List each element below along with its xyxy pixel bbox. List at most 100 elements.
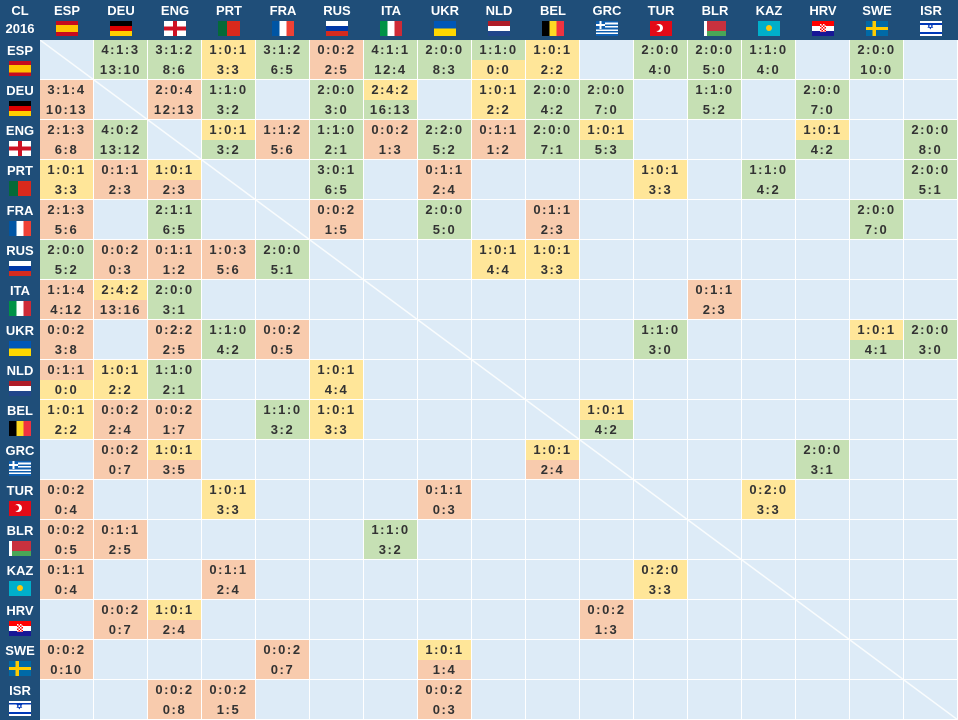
win-draw-loss: 0:0:2	[418, 680, 471, 700]
empty-cell	[310, 600, 364, 640]
column-team-code: ENG	[160, 3, 190, 18]
empty-cell	[688, 400, 742, 440]
empty-cell	[904, 200, 958, 240]
result-cell-esp-vs-bel: 1:0:1 2:2	[526, 40, 580, 80]
goal-score: 0:10	[40, 659, 93, 679]
win-draw-loss: 0:1:1	[688, 280, 741, 300]
goal-score: 3:3	[634, 179, 687, 199]
empty-cell	[850, 600, 904, 640]
row-header-tur: TUR	[0, 480, 40, 520]
goal-score: 5:1	[256, 259, 309, 279]
goal-score: 5:6	[40, 219, 93, 239]
empty-cell	[904, 520, 958, 560]
row-team-code: FRA	[6, 203, 34, 218]
empty-cell	[526, 640, 580, 680]
empty-cell	[148, 480, 202, 520]
row-team-code: UKR	[5, 323, 35, 338]
flag-prt-icon	[9, 181, 31, 196]
flag-esp-icon	[9, 61, 31, 76]
empty-cell	[202, 200, 256, 240]
result-cell-nld-vs-eng: 1:1:0 2:1	[148, 360, 202, 400]
win-draw-loss: 0:1:1	[472, 120, 525, 140]
result-cell-esp-vs-prt: 1:0:1 3:3	[202, 40, 256, 80]
result-cell-deu-vs-grc: 2:0:0 7:0	[580, 80, 634, 120]
goal-score: 2:3	[148, 179, 201, 199]
goal-score: 2:2	[472, 99, 525, 119]
goal-score: 10:0	[850, 59, 903, 79]
result-cell-bel-vs-esp: 1:0:1 2:2	[40, 400, 94, 440]
goal-score: 3:1	[796, 459, 849, 479]
win-draw-loss: 1:0:1	[40, 160, 93, 180]
empty-cell	[796, 480, 850, 520]
goal-score: 3:2	[202, 99, 255, 119]
empty-cell	[796, 520, 850, 560]
row-team-code: PRT	[7, 163, 33, 178]
win-draw-loss: 1:1:0	[310, 120, 363, 140]
result-cell-esp-vs-blr: 2:0:0 5:0	[688, 40, 742, 80]
empty-cell	[310, 640, 364, 680]
goal-score: 4:2	[526, 99, 579, 119]
win-draw-loss: 1:1:0	[688, 80, 741, 100]
row-team-code: DEU	[6, 83, 34, 98]
empty-cell	[742, 640, 796, 680]
goal-score: 0:4	[40, 499, 93, 519]
empty-cell	[742, 80, 796, 120]
empty-cell	[472, 160, 526, 200]
flag-tur-icon	[650, 21, 672, 36]
result-cell-rus-vs-nld: 1:0:1 4:4	[472, 240, 526, 280]
win-draw-loss: 0:0:2	[94, 240, 147, 260]
result-cell-tur-vs-prt: 1:0:1 3:3	[202, 480, 256, 520]
goal-score: 10:13	[40, 99, 93, 119]
win-draw-loss: 2:0:0	[904, 320, 957, 340]
empty-cell	[364, 240, 418, 280]
empty-cell	[904, 600, 958, 640]
goal-score: 0:4	[40, 579, 93, 599]
column-header-kaz: KAZ	[742, 0, 796, 40]
goal-score: 8:3	[418, 59, 471, 79]
empty-cell	[850, 240, 904, 280]
flag-kaz-icon	[758, 21, 780, 36]
empty-cell	[580, 160, 634, 200]
flag-blr-icon	[704, 21, 726, 36]
empty-cell	[688, 360, 742, 400]
goal-score: 2:2	[526, 59, 579, 79]
column-header-grc: GRC	[580, 0, 634, 40]
win-draw-loss: 1:0:1	[580, 120, 633, 140]
goal-score: 4:0	[634, 59, 687, 79]
flag-ukr-icon	[9, 341, 31, 356]
empty-cell	[634, 440, 688, 480]
goal-score: 5:3	[580, 139, 633, 159]
empty-cell	[850, 560, 904, 600]
result-cell-ita-vs-esp: 1:1:4 4:12	[40, 280, 94, 320]
win-draw-loss: 2:0:0	[904, 160, 957, 180]
empty-cell	[850, 280, 904, 320]
flag-swe-icon	[866, 21, 888, 36]
empty-cell	[580, 640, 634, 680]
win-draw-loss: 2:0:0	[310, 80, 363, 100]
empty-cell	[472, 680, 526, 720]
empty-cell	[742, 680, 796, 720]
goal-score: 3:2	[202, 139, 255, 159]
win-draw-loss: 2:0:0	[634, 40, 687, 60]
goal-score: 2:5	[94, 539, 147, 559]
column-team-code: PRT	[216, 3, 242, 18]
empty-cell	[580, 200, 634, 240]
win-draw-loss: 2:0:0	[796, 440, 849, 460]
result-cell-ita-vs-eng: 2:0:0 3:1	[148, 280, 202, 320]
empty-cell	[94, 560, 148, 600]
empty-cell	[256, 360, 310, 400]
goal-score: 3:3	[742, 499, 795, 519]
win-draw-loss: 0:1:1	[418, 160, 471, 180]
goal-score: 2:4	[418, 179, 471, 199]
goal-score: 4:12	[40, 299, 93, 319]
result-cell-eng-vs-fra: 1:1:2 5:6	[256, 120, 310, 160]
empty-cell	[904, 640, 958, 680]
result-cell-fra-vs-bel: 0:1:1 2:3	[526, 200, 580, 240]
goal-score: 5:2	[40, 259, 93, 279]
win-draw-loss: 0:0:2	[148, 400, 201, 420]
empty-cell	[202, 360, 256, 400]
win-draw-loss: 1:1:0	[364, 520, 417, 540]
goal-score: 3:0	[634, 339, 687, 359]
flag-nld-icon	[9, 381, 31, 396]
goal-score: 0:7	[256, 659, 309, 679]
